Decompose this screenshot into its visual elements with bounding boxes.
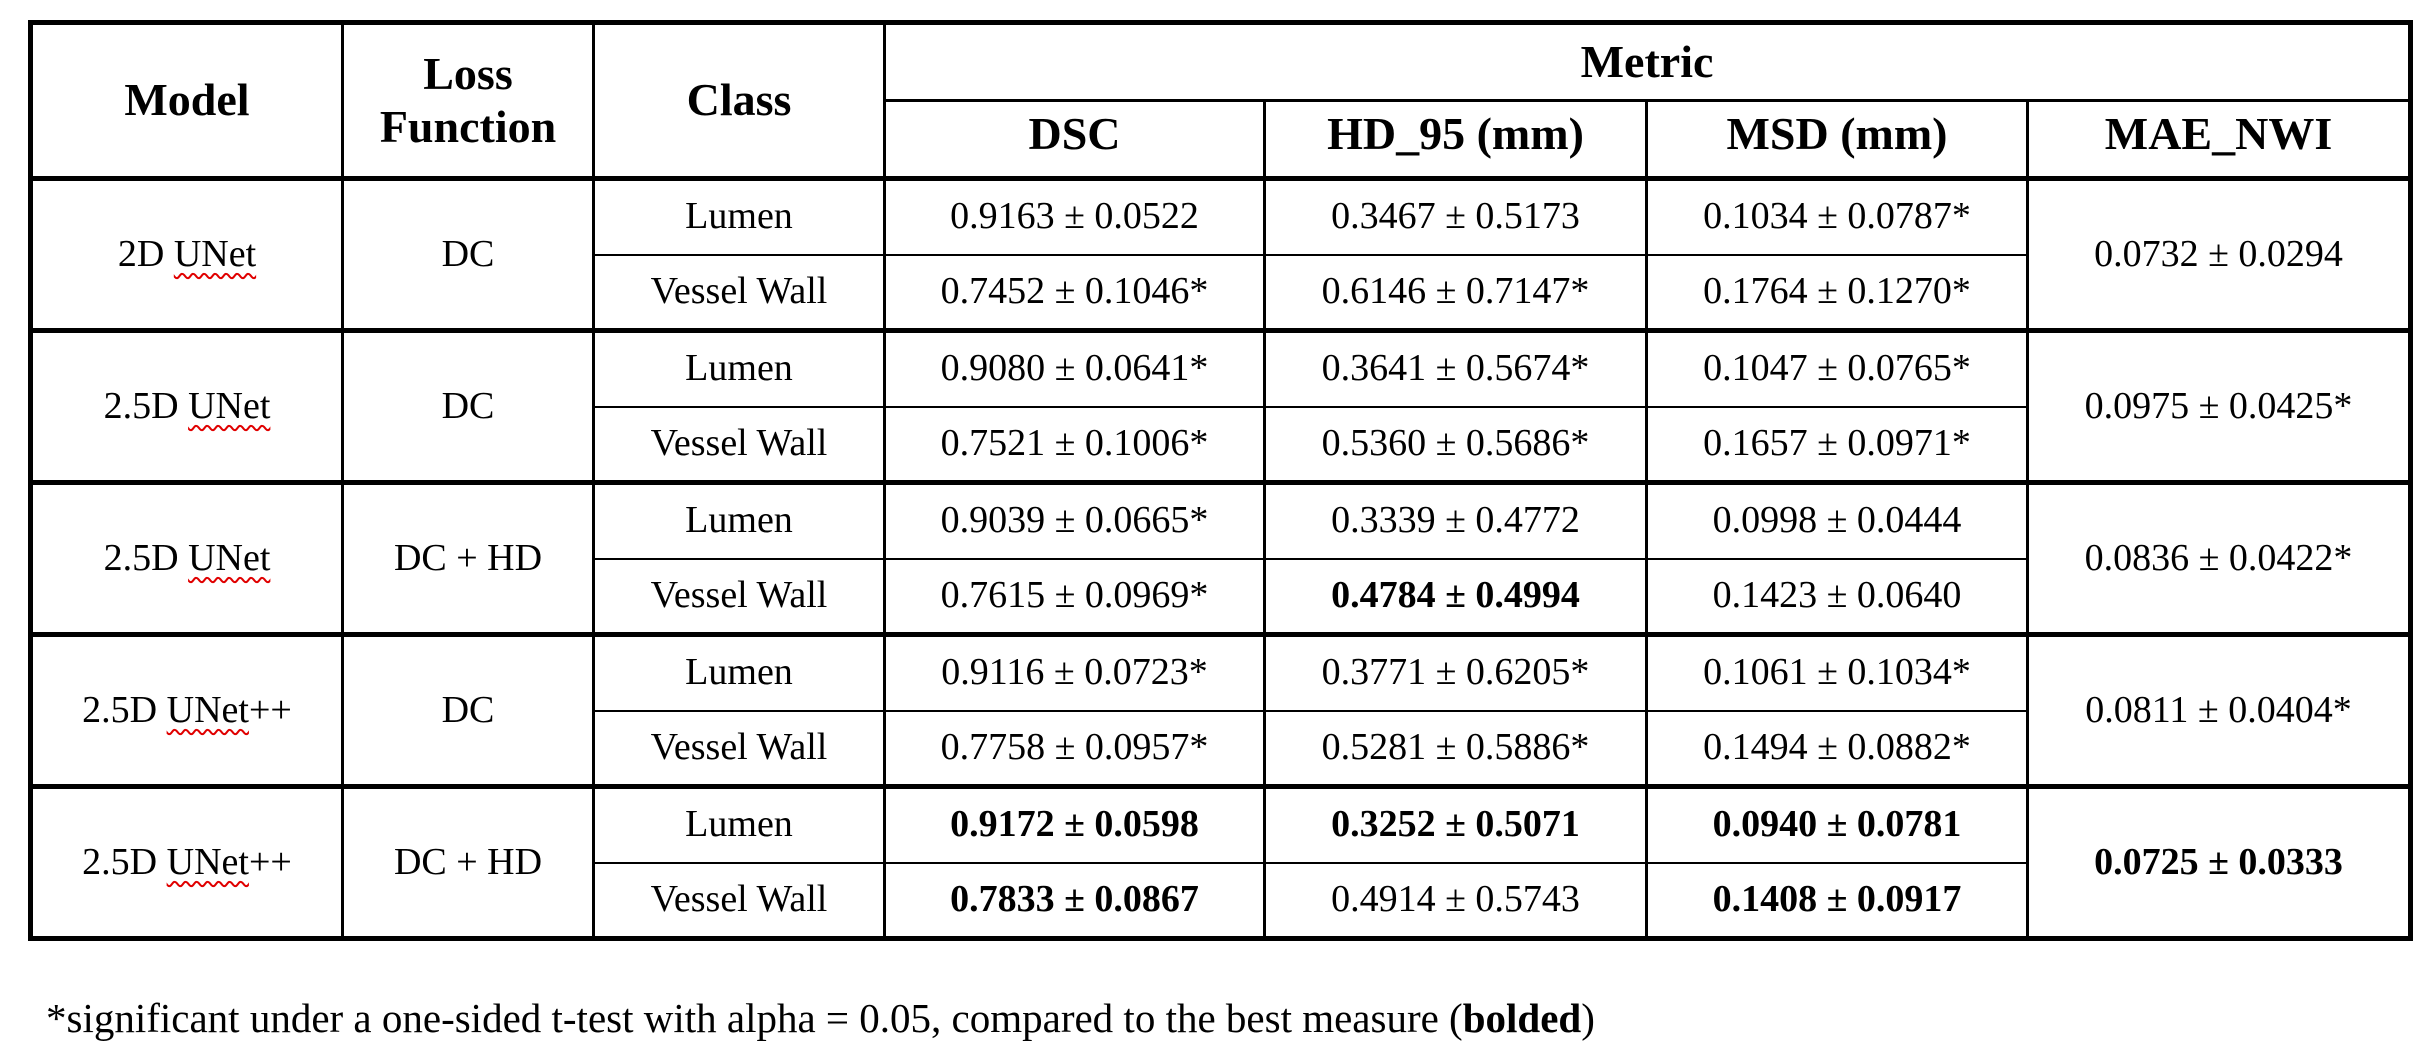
hd95-value-cell: 0.3252 ± 0.5071 — [1263, 784, 1648, 864]
model-prefix: 2.5D — [103, 384, 189, 427]
class-cell-vessel-wall: Vessel Wall — [592, 861, 886, 940]
table-row: 2D UNet DC Lumen 0.9163 ± 0.0522 0.3467 … — [29, 176, 2413, 332]
dsc-value-cell: 0.7833 ± 0.0867 — [883, 861, 1266, 940]
loss-cell: DC — [341, 176, 595, 332]
header-class: Class — [592, 21, 886, 180]
table-row: Vessel Wall 0.7615 ± 0.0969* 0.4784 ± 0.… — [31, 557, 2411, 636]
header-model: Model — [29, 21, 344, 180]
model-cell: 2.5D UNet++ — [29, 784, 344, 940]
class-cell-lumen: Lumen — [592, 176, 886, 256]
class-cell-vessel-wall: Vessel Wall — [592, 557, 886, 636]
model-word-spellcheck: UNet — [166, 688, 249, 731]
dsc-value-cell: 0.9163 ± 0.0522 — [883, 176, 1266, 256]
hd95-value-cell: 0.3641 ± 0.5674* — [1263, 328, 1648, 408]
table-row: Vessel Wall 0.7833 ± 0.0867 0.4914 ± 0.5… — [31, 861, 2411, 940]
hd95-value-cell: 0.5281 ± 0.5886* — [1263, 709, 1648, 788]
header-metric: Metric — [882, 21, 2413, 102]
hd95-value-cell: 0.3339 ± 0.4772 — [1263, 480, 1648, 560]
hd95-value-cell: 0.6146 ± 0.7147* — [1263, 253, 1648, 332]
dsc-value-cell: 0.9080 ± 0.0641* — [883, 328, 1266, 408]
msd-value-cell: 0.1764 ± 0.1270* — [1645, 253, 2029, 332]
mae-nwi-value-cell: 0.0836 ± 0.0422* — [2025, 480, 2413, 636]
class-cell-vessel-wall: Vessel Wall — [592, 709, 886, 788]
msd-value-cell: 0.1061 ± 0.1034* — [1645, 632, 2029, 712]
dsc-value-cell: 0.7521 ± 0.1006* — [883, 405, 1266, 484]
msd-value-cell: 0.0940 ± 0.0781 — [1645, 784, 2029, 864]
msd-value-cell: 0.1034 ± 0.0787* — [1645, 176, 2029, 256]
footnote-text: *significant under a one-sided t-test wi… — [46, 995, 1463, 1041]
loss-cell: DC — [341, 632, 595, 788]
loss-cell: DC + HD — [341, 784, 595, 940]
dsc-value-cell: 0.9039 ± 0.0665* — [883, 480, 1266, 560]
hd95-value-cell: 0.4914 ± 0.5743 — [1263, 861, 1648, 940]
model-suffix: ++ — [248, 688, 292, 731]
table-row: 2.5D UNet++ DC Lumen 0.9116 ± 0.0723* 0.… — [29, 632, 2413, 788]
model-prefix: 2.5D — [82, 688, 167, 731]
model-prefix: 2D — [117, 232, 174, 275]
header-mae-nwi: MAE_NWI — [2025, 99, 2413, 180]
table-row: 2.5D UNet DC + HD Lumen 0.9039 ± 0.0665*… — [29, 480, 2413, 636]
model-cell: 2.5D UNet — [29, 480, 344, 636]
model-cell: 2.5D UNet++ — [29, 632, 344, 788]
table-row: 2.5D UNet++ DC + HD Lumen 0.9172 ± 0.059… — [29, 784, 2413, 940]
model-cell: 2.5D UNet — [29, 328, 344, 484]
hd95-value-cell: 0.3467 ± 0.5173 — [1263, 176, 1648, 256]
table-row: Vessel Wall 0.7521 ± 0.1006* 0.5360 ± 0.… — [31, 405, 2411, 484]
mae-nwi-value-cell: 0.0732 ± 0.0294 — [2025, 176, 2413, 332]
model-word-spellcheck: UNet — [173, 232, 257, 275]
footnote-bolded-word: bolded — [1462, 995, 1582, 1041]
class-cell-lumen: Lumen — [592, 784, 886, 864]
mae-nwi-value-cell: 0.0811 ± 0.0404* — [2025, 632, 2413, 788]
model-word-spellcheck: UNet — [166, 840, 249, 883]
class-cell-lumen: Lumen — [592, 328, 886, 408]
loss-cell: DC — [341, 328, 595, 484]
msd-value-cell: 0.1657 ± 0.0971* — [1645, 405, 2029, 484]
hd95-value-cell: 0.5360 ± 0.5686* — [1263, 405, 1648, 484]
dsc-value-cell: 0.7758 ± 0.0957* — [883, 709, 1266, 788]
msd-value-cell: 0.1423 ± 0.0640 — [1645, 557, 2029, 636]
header-msd: MSD (mm) — [1645, 99, 2029, 180]
model-suffix: ++ — [248, 840, 292, 883]
table-row: Vessel Wall 0.7452 ± 0.1046* 0.6146 ± 0.… — [31, 253, 2411, 332]
header-hd95: HD_95 (mm) — [1263, 99, 1648, 180]
msd-value-cell: 0.1408 ± 0.0917 — [1645, 861, 2029, 940]
class-cell-lumen: Lumen — [592, 480, 886, 560]
dsc-value-cell: 0.7615 ± 0.0969* — [883, 557, 1266, 636]
table-row: 2.5D UNet DC Lumen 0.9080 ± 0.0641* 0.36… — [29, 328, 2413, 484]
results-table: Model Loss Function Class Metric DSC HD_… — [28, 20, 2414, 941]
table-row: Vessel Wall 0.7758 ± 0.0957* 0.5281 ± 0.… — [31, 709, 2411, 788]
class-cell-vessel-wall: Vessel Wall — [592, 253, 886, 332]
class-cell-lumen: Lumen — [592, 632, 886, 712]
dsc-value-cell: 0.9116 ± 0.0723* — [883, 632, 1266, 712]
msd-value-cell: 0.1047 ± 0.0765* — [1645, 328, 2029, 408]
model-cell: 2D UNet — [29, 176, 344, 332]
mae-nwi-value-cell: 0.0725 ± 0.0333 — [2025, 784, 2413, 940]
loss-cell: DC + HD — [341, 480, 595, 636]
hd95-value-cell: 0.3771 ± 0.6205* — [1263, 632, 1648, 712]
dsc-value-cell: 0.9172 ± 0.0598 — [883, 784, 1266, 864]
model-word-spellcheck: UNet — [188, 384, 271, 427]
footnote: *significant under a one-sided t-test wi… — [46, 994, 1595, 1042]
footnote-closing-paren: ) — [1581, 995, 1595, 1041]
header-dsc: DSC — [883, 99, 1266, 180]
msd-value-cell: 0.1494 ± 0.0882* — [1645, 709, 2029, 788]
dsc-value-cell: 0.7452 ± 0.1046* — [883, 253, 1266, 332]
mae-nwi-value-cell: 0.0975 ± 0.0425* — [2025, 328, 2413, 484]
class-cell-vessel-wall: Vessel Wall — [592, 405, 886, 484]
msd-value-cell: 0.0998 ± 0.0444 — [1645, 480, 2029, 560]
header-loss-function: Loss Function — [341, 21, 595, 180]
model-prefix: 2.5D — [82, 840, 167, 883]
model-prefix: 2.5D — [103, 536, 189, 579]
hd95-value-cell: 0.4784 ± 0.4994 — [1263, 557, 1648, 636]
model-word-spellcheck: UNet — [188, 536, 271, 579]
